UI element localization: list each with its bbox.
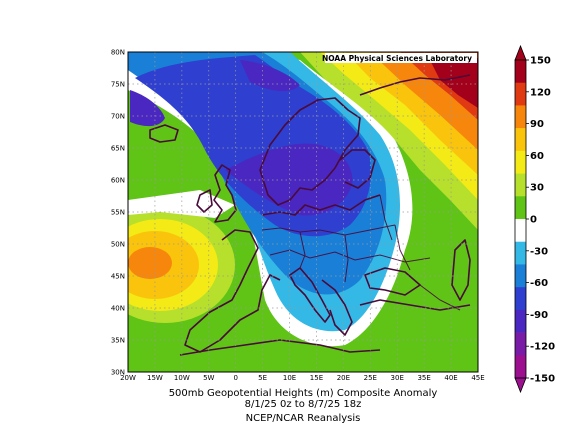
lon-tick-label: 45E — [471, 374, 484, 382]
longitude-labels: 20W 15W 10W 5W 0 5E 10E 15E 20E 25E 30E 35E 40E 45E — [120, 374, 485, 382]
colorbar-label: 60 — [530, 151, 544, 162]
graticule — [128, 52, 478, 372]
lon-tick-label: 30E — [391, 374, 404, 382]
colorbar-swatch — [515, 128, 526, 152]
colorbar-label: 150 — [530, 56, 551, 67]
colorbar-label: -150 — [530, 374, 555, 385]
lat-tick-label: 30N — [111, 369, 125, 377]
colorbar-label: 90 — [530, 119, 544, 130]
caption-title: 500mb Geopotential Heights (m) Composite… — [168, 388, 438, 399]
lat-tick-label: 65N — [111, 145, 125, 153]
colorbar-swatch — [515, 150, 526, 174]
lon-tick-label: 10E — [283, 374, 296, 382]
credit-text: NOAA Physical Sciences Laboratory — [322, 54, 472, 63]
lat-tick-label: 50N — [111, 241, 125, 249]
colorbar-label: 120 — [530, 87, 551, 98]
lon-tick-label: 20W — [120, 374, 136, 382]
colorbar-labels: 150 120 90 60 30 0 -30 -60 -90 -120 -150 — [530, 56, 555, 385]
lon-tick-label: 5E — [258, 374, 267, 382]
colorbar-swatch — [515, 219, 526, 243]
colorbar-swatch — [515, 332, 526, 356]
colorbar-label: 0 — [530, 215, 537, 226]
lat-tick-label: 45N — [111, 273, 125, 281]
colorbar-swatch — [515, 173, 526, 197]
colorbar-swatch — [515, 309, 526, 333]
colorbar-swatch — [515, 105, 526, 129]
lon-tick-label: 40E — [444, 374, 457, 382]
colorbar-arrow-bottom — [514, 377, 527, 394]
colorbar-label: -60 — [530, 278, 548, 289]
lat-tick-label: 80N — [111, 49, 125, 57]
lat-tick-label: 40N — [111, 305, 125, 313]
latitude-labels: 30N 35N 40N 45N 50N 55N 60N 65N 70N 75N 80N — [111, 49, 125, 377]
map-frame — [127, 51, 479, 373]
colorbar-label: 30 — [530, 183, 544, 194]
lon-tick-label: 35E — [417, 374, 430, 382]
colorbar-swatch — [515, 287, 526, 311]
lat-tick-label: 55N — [111, 209, 125, 217]
colorbar-swatch — [515, 196, 526, 220]
lon-tick-label: 15W — [147, 374, 163, 382]
colorbar-swatch — [515, 355, 526, 379]
lat-tick-label: 70N — [111, 113, 125, 121]
lon-tick-label: 0 — [233, 374, 237, 382]
lat-tick-label: 60N — [111, 177, 125, 185]
lat-tick-label: 35N — [111, 337, 125, 345]
colorbar-swatch — [515, 60, 526, 84]
colorbar-arrow-top — [514, 44, 527, 61]
colorbar-swatch — [515, 82, 526, 106]
coastlines — [149, 74, 471, 356]
caption-source: NCEP/NCAR Reanalysis — [245, 413, 361, 424]
anomaly-field — [128, 52, 478, 372]
lat-tick-label: 75N — [111, 81, 125, 89]
lon-tick-label: 10W — [174, 374, 190, 382]
colorbar — [514, 44, 529, 394]
colorbar-label: -120 — [530, 342, 555, 353]
lon-tick-label: 20E — [337, 374, 350, 382]
lon-tick-label: 25E — [364, 374, 377, 382]
credit-box — [325, 53, 477, 63]
lon-tick-label: 5W — [203, 374, 214, 382]
colorbar-swatch — [515, 241, 526, 265]
borders — [261, 194, 461, 311]
lon-tick-label: 15E — [310, 374, 323, 382]
colorbar-swatch — [515, 264, 526, 288]
colorbar-label: -90 — [530, 310, 548, 321]
colorbar-label: -30 — [530, 246, 548, 257]
caption-dates: 8/1/25 0z to 8/7/25 18z — [244, 399, 362, 410]
